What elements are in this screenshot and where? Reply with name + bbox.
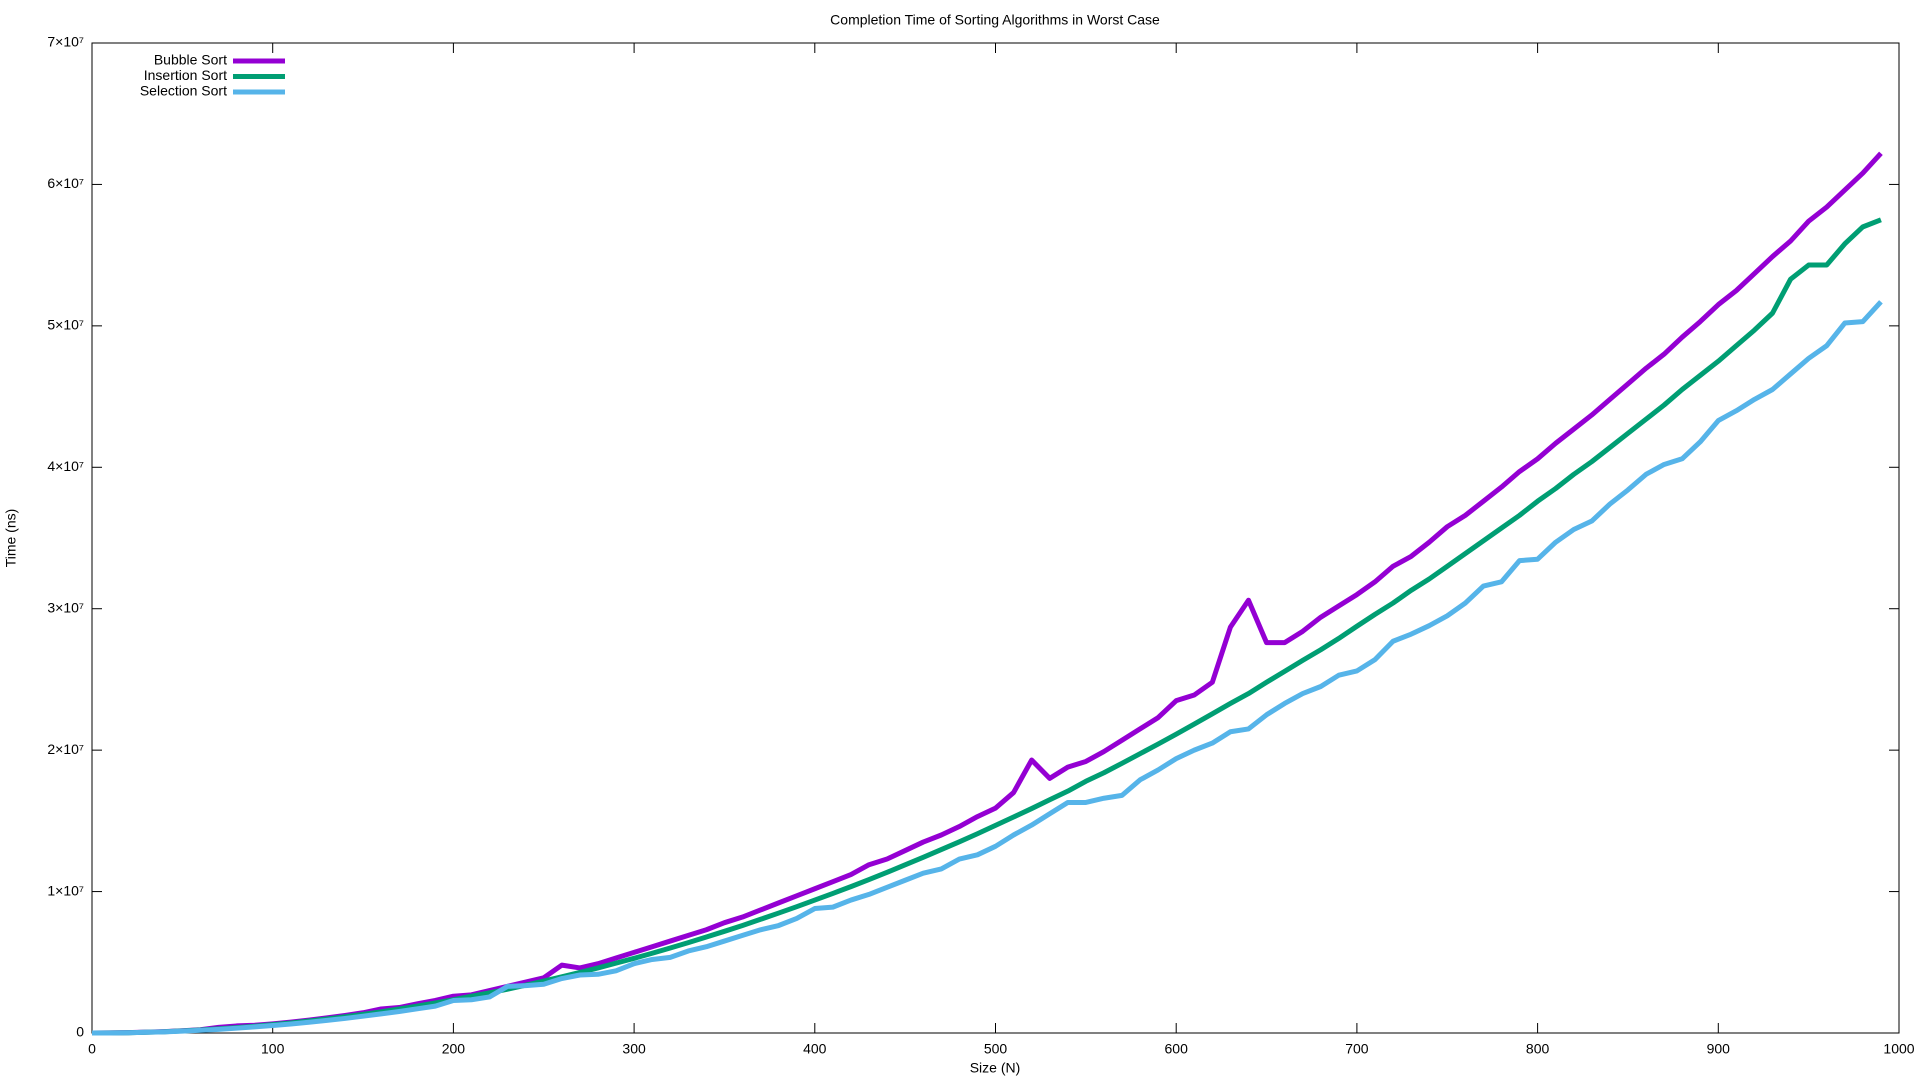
y-tick-label: 6×10⁷ xyxy=(47,175,84,191)
chart-title: Completion Time of Sorting Algorithms in… xyxy=(830,12,1160,28)
legend-label: Bubble Sort xyxy=(154,52,227,68)
series-line xyxy=(91,217,1882,1036)
series-line xyxy=(91,151,1883,1036)
legend-label: Insertion Sort xyxy=(144,67,227,83)
y-tick-label: 0 xyxy=(76,1024,84,1040)
x-tick-label: 100 xyxy=(261,1041,285,1057)
x-tick-label: 500 xyxy=(984,1041,1008,1057)
y-tick-label: 3×10⁷ xyxy=(47,599,84,615)
x-tick-label: 1000 xyxy=(1883,1041,1914,1057)
legend-label: Selection Sort xyxy=(140,83,227,99)
y-axis-label: Time (ns) xyxy=(3,509,19,568)
y-tick-label: 2×10⁷ xyxy=(47,741,84,757)
x-axis-label: Size (N) xyxy=(970,1060,1021,1076)
x-tick-label: 0 xyxy=(88,1041,96,1057)
x-tick-label: 800 xyxy=(1526,1041,1550,1057)
series-line xyxy=(92,300,1883,1036)
x-tick-label: 600 xyxy=(1165,1041,1189,1057)
x-tick-label: 400 xyxy=(803,1041,827,1057)
plot-border xyxy=(91,42,1900,1034)
y-tick-label: 5×10⁷ xyxy=(47,317,84,333)
y-tick-label: 7×10⁷ xyxy=(47,34,84,50)
x-tick-label: 900 xyxy=(1707,1041,1731,1057)
x-tick-label: 200 xyxy=(442,1041,466,1057)
y-tick-label: 1×10⁷ xyxy=(47,882,84,898)
x-tick-label: 700 xyxy=(1345,1041,1369,1057)
y-tick-label: 4×10⁷ xyxy=(47,458,84,474)
x-tick-label: 300 xyxy=(622,1041,646,1057)
